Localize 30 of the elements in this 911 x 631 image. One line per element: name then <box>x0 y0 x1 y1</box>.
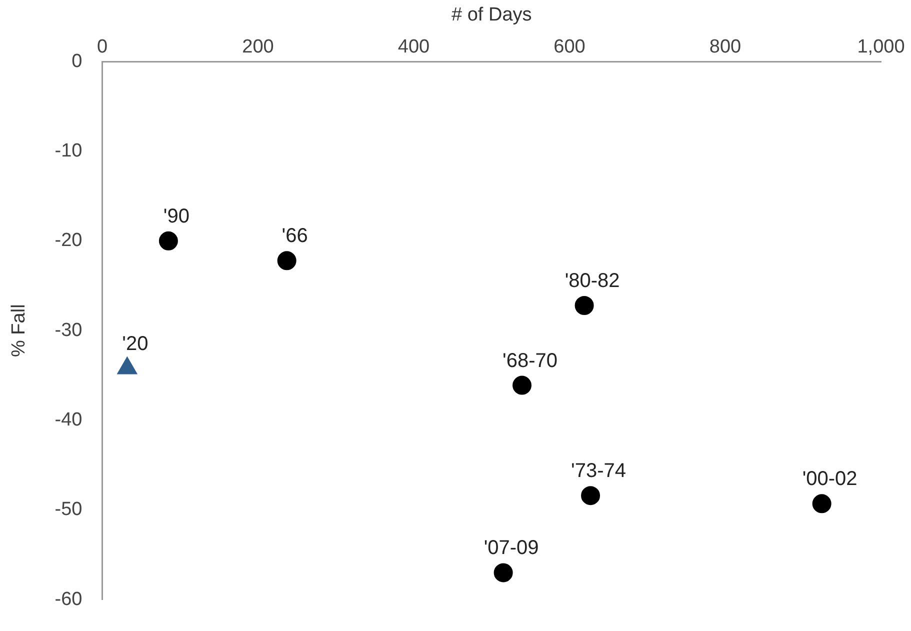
annotation: '20 <box>122 332 148 355</box>
point <box>158 231 178 250</box>
point <box>494 563 513 582</box>
y-tick-label: -30 <box>54 320 82 341</box>
point <box>277 251 296 270</box>
point <box>574 296 594 315</box>
x-tick-label: 1,000 <box>857 36 905 58</box>
x-tick-label: 0 <box>96 36 108 58</box>
x-tick-label: 400 <box>398 36 430 58</box>
point <box>512 376 532 395</box>
point <box>581 486 600 506</box>
x-tick-label: 200 <box>242 36 274 58</box>
annotation: '80-82 <box>564 270 620 292</box>
x-tick-label: 800 <box>709 36 742 58</box>
annotation: '00-02 <box>802 468 858 490</box>
y-tick-label: -20 <box>54 230 82 252</box>
annotation: '90 <box>163 205 190 228</box>
annotation: '73-74 <box>571 460 626 482</box>
annotation: '68-70 <box>502 350 558 372</box>
y-axis-title: % Fall <box>8 304 30 357</box>
x-tick-label: 600 <box>554 36 586 58</box>
x-axis-title: # of Days <box>452 4 532 26</box>
y-tick-label: -40 <box>54 410 82 430</box>
point <box>812 494 832 514</box>
annotation: '07-09 <box>484 537 539 560</box>
y-tick-label: -60 <box>54 588 82 610</box>
y-tick-label: 0 <box>72 50 82 72</box>
y-tick-label: -10 <box>54 140 82 162</box>
annotation: '66 <box>282 225 308 248</box>
y-tick-label: -50 <box>54 499 82 520</box>
